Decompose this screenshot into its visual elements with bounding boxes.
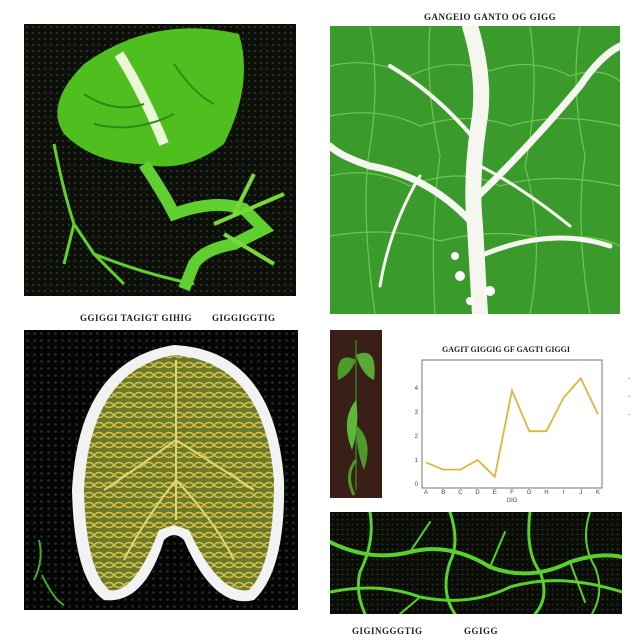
x-tick-label: I [563,490,565,496]
x-tick-label: H [544,490,548,496]
line-chart-svg: GAGIT GIGGIG GF GAGTI GIGGI 0 1 2 3 4 A B C D E F… [396,340,610,504]
image-plant-thumbnail [330,330,382,498]
y-tick-label: 1 [415,458,419,464]
y-tick-label: 2 [415,434,419,440]
x-tick-label: F [510,490,514,496]
caption-bottom-left: GIGINGGGTIG [352,626,423,636]
x-tick-label: E [493,490,497,496]
image-leaf-veins [330,26,620,314]
x-tick-label: C [458,490,463,496]
line-chart: GAGIT GIGGIG GF GAGTI GIGGI 0 1 2 3 4 A B C D E F… [396,340,610,504]
caption-mid-left-a: GGIGGI TAGIGT GIHIG [80,313,192,323]
x-tick-label: D [475,490,480,496]
x-tick-label: B [441,490,445,496]
caption-top-right: GANGEIO GANTO OG GIGG [424,12,556,22]
chart-title: GAGIT GIGGIG GF GAGTI GIGGI [442,345,570,354]
y-tick-label: 0 [415,482,419,488]
x-tick-label: A [424,490,428,496]
x-tick-label: J [579,490,582,496]
y-tick-label: 3 [415,410,419,416]
caption-bottom-right: GGIGG [464,626,498,636]
image-green-network [330,512,622,614]
image-golden-lung [24,330,298,610]
x-tick-label: G [527,490,532,496]
x-tick-label: K [596,490,600,496]
x-axis-label: GIG [506,498,517,504]
y-tick-label: 4 [415,386,419,392]
caption-mid-left-b: GIGGIGGTIG [212,313,276,323]
side-marks: · · · [628,370,631,424]
image-green-anatomy [24,24,296,296]
